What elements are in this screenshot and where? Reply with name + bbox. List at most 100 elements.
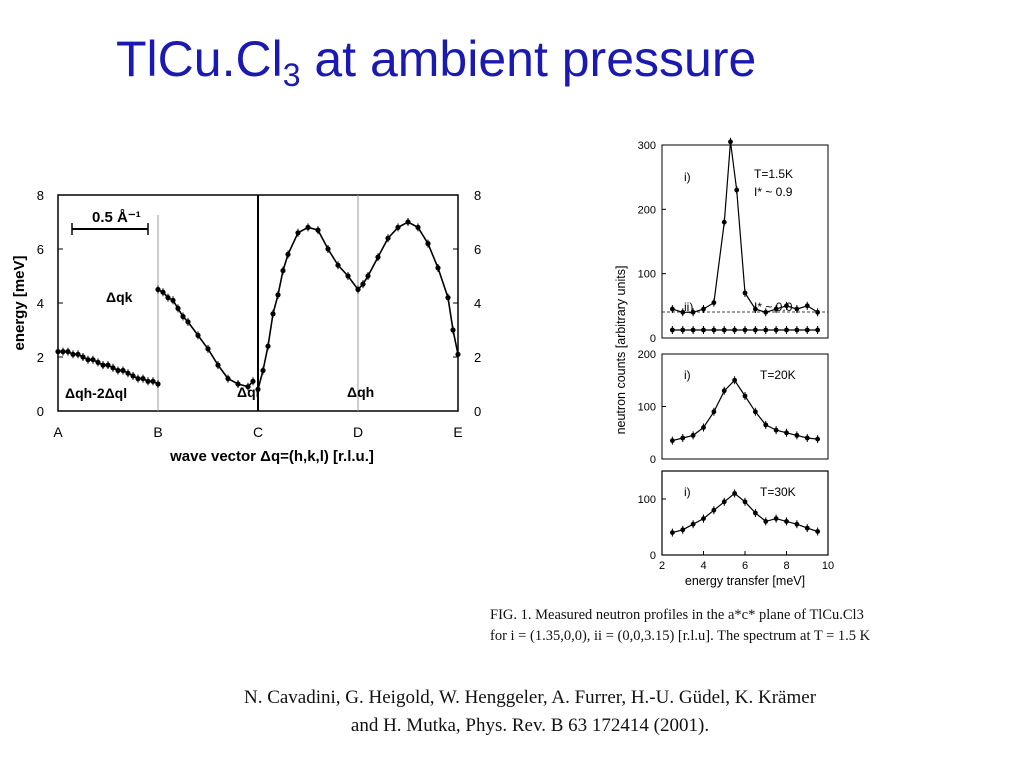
figure-caption: FIG. 1. Measured neutron profiles in the… xyxy=(490,605,990,647)
panel-annotation: i) xyxy=(684,170,691,184)
data-point xyxy=(669,306,675,312)
data-point xyxy=(701,327,706,333)
x-tick-label: 8 xyxy=(783,560,789,572)
data-point xyxy=(752,510,758,516)
region-label: Δql xyxy=(237,384,260,400)
data-point xyxy=(90,357,96,363)
data-point xyxy=(752,327,758,333)
data-point xyxy=(804,435,810,441)
data-point xyxy=(815,327,821,333)
data-point xyxy=(680,435,686,441)
x-tick-label: C xyxy=(253,424,263,440)
data-point xyxy=(784,430,789,436)
data-point xyxy=(794,327,800,333)
y-tick-label: 100 xyxy=(638,269,656,281)
x-tick-label: B xyxy=(153,424,162,440)
data-point xyxy=(270,311,276,317)
reference-line-1: N. Cavadini, G. Heigold, W. Henggeler, A… xyxy=(243,687,817,708)
y-tick-label-left: 0 xyxy=(37,404,44,419)
data-point xyxy=(155,381,161,387)
data-point xyxy=(804,327,810,333)
data-point xyxy=(315,227,321,233)
data-point xyxy=(794,432,800,438)
data-point xyxy=(721,219,727,225)
data-point xyxy=(175,305,181,311)
data-point xyxy=(711,507,717,513)
data-point xyxy=(345,273,351,279)
x-tick-label: A xyxy=(53,424,63,440)
data-point xyxy=(170,297,176,303)
data-point xyxy=(669,438,675,444)
x-axis-label: wave vector Δq=(h,k,l) [r.l.u.] xyxy=(169,448,374,465)
y-tick-label-right: 6 xyxy=(474,242,481,257)
y-tick-label-right: 2 xyxy=(474,350,481,365)
data-point xyxy=(701,306,706,312)
panel-annotation: T=30K xyxy=(760,485,796,499)
x-axis-label: energy transfer [meV] xyxy=(685,574,805,588)
data-point xyxy=(280,268,286,274)
data-point xyxy=(150,378,156,384)
panel-annotation: i) xyxy=(684,485,691,499)
data-point xyxy=(185,319,191,325)
y-axis-label: neutron counts [arbitrary units] xyxy=(614,266,628,435)
y-tick-label: 0 xyxy=(650,454,656,466)
data-point xyxy=(669,327,675,333)
panel-annotation: I* ~ 0.9 xyxy=(754,185,793,199)
y-tick-label: 200 xyxy=(638,204,656,216)
data-point xyxy=(235,381,241,387)
data-point xyxy=(250,378,256,384)
data-point xyxy=(275,292,281,298)
data-point xyxy=(690,432,696,438)
y-tick-label: 100 xyxy=(638,402,656,414)
data-point xyxy=(732,327,738,333)
data-point xyxy=(734,187,740,193)
data-point xyxy=(711,300,717,306)
panel-annotation: ii) xyxy=(684,300,693,314)
data-point xyxy=(752,409,758,415)
x-tick-label: 2 xyxy=(659,560,665,572)
y-tick-label-right: 4 xyxy=(474,296,481,311)
data-point xyxy=(815,436,821,442)
y-tick-label: 100 xyxy=(638,494,656,506)
data-point xyxy=(360,281,366,287)
caption-line-1: FIG. 1. Measured neutron profiles in the… xyxy=(490,607,864,623)
data-point xyxy=(205,346,211,352)
data-point xyxy=(215,362,221,368)
data-point xyxy=(701,425,706,430)
data-point xyxy=(195,332,201,338)
region-label: Δqk xyxy=(106,289,133,305)
data-point xyxy=(105,362,111,368)
data-point xyxy=(245,384,251,390)
data-point xyxy=(55,349,61,355)
x-tick-label: 10 xyxy=(822,560,834,572)
x-tick-label: D xyxy=(353,424,363,440)
data-point xyxy=(701,516,706,521)
y-tick-label-left: 6 xyxy=(37,242,44,257)
data-point xyxy=(773,306,779,312)
reference-line-2: and H. Mutka, Phys. Rev. B 63 172414 (20… xyxy=(350,715,710,736)
data-point xyxy=(732,491,738,496)
x-tick-label: 4 xyxy=(700,560,706,572)
panel-annotation: I* ~ 0.0 xyxy=(754,300,793,314)
data-point xyxy=(435,265,441,271)
data-point xyxy=(160,289,166,295)
y-tick-label: 300 xyxy=(638,140,656,152)
y-tick-label-right: 8 xyxy=(474,188,481,203)
data-point xyxy=(450,327,456,333)
x-tick-label: E xyxy=(453,424,462,440)
panel-annotation: i) xyxy=(684,368,691,382)
panel-frame xyxy=(661,470,829,556)
data-point xyxy=(115,367,121,374)
data-point xyxy=(255,386,261,392)
region-label: Δqh xyxy=(347,384,374,400)
data-point xyxy=(95,359,101,365)
data-point xyxy=(145,378,151,384)
profile-fit-line xyxy=(672,141,818,313)
data-point xyxy=(140,376,146,382)
dispersion-curve xyxy=(157,288,254,388)
slide-title: TlCu.Cl3 at ambient pressure xyxy=(116,31,757,93)
data-point xyxy=(70,351,76,357)
data-point xyxy=(415,224,421,230)
